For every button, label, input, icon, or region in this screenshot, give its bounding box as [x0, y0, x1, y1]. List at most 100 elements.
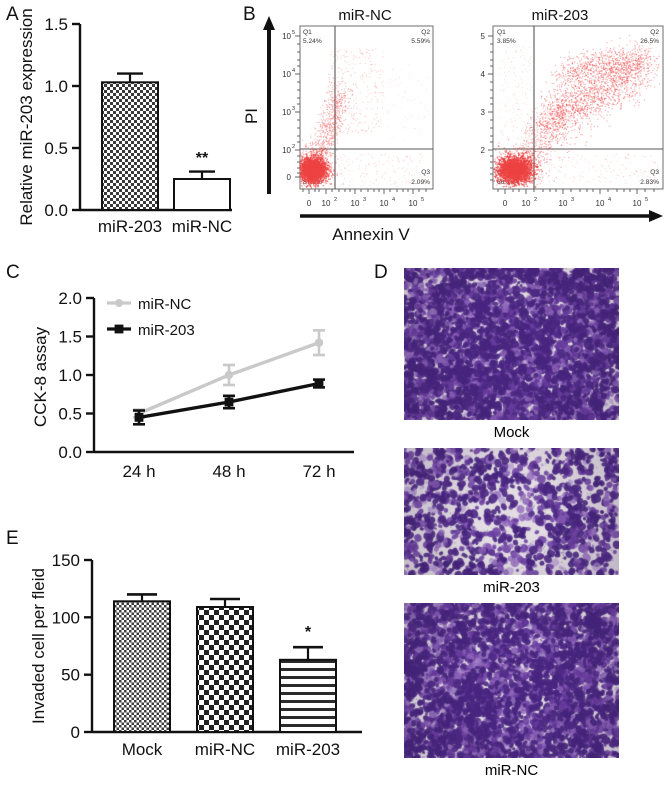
flow-plot-mirnc: 10 5 10 4 10 3 10 2 0 — [282, 25, 434, 208]
x-tick-exp: 2 — [334, 197, 337, 203]
flow2-x-tick-labels: 0 10 2 10 3 10 4 10 5 — [503, 197, 648, 208]
panel-letter-b: B — [243, 4, 256, 25]
flow2-y-tick-labels: 5 4 3 2 — [481, 32, 486, 155]
legend: miR-NC miR-203 — [107, 296, 195, 339]
x-tick-label: 10 — [633, 199, 642, 208]
x-tick-label: 10 — [559, 199, 568, 208]
micrograph-mock — [404, 268, 619, 420]
x-category-label: miR-203 — [276, 740, 340, 759]
y-tick-label: 0.0 — [58, 443, 82, 462]
quadrant-value-q2: 26.5% — [640, 38, 659, 45]
flow-plot-mir203: 5 4 3 2 0 — [481, 25, 664, 208]
x-tick-exp: 2 — [534, 197, 537, 203]
panel-e-svg: 0 50 100 150 * Mock miR-NC miR-203 Invad… — [29, 551, 362, 759]
y-tick-label: 1.0 — [58, 366, 82, 385]
panel-letter-c: C — [6, 262, 20, 283]
annexin-axis-arrow — [300, 210, 663, 222]
panel-letter-d: D — [374, 262, 388, 283]
x-category-label: 48 h — [212, 462, 245, 481]
y-tick-label: 0 — [71, 723, 80, 742]
flow1-y-tick-labels: 10 5 10 4 10 3 10 2 0 — [282, 30, 295, 182]
y-tick-label: 1.5 — [58, 328, 82, 347]
x-tick-label: 10 — [322, 199, 331, 208]
bar-mirnc — [196, 597, 254, 733]
panel-a-bar-chart: 0.0 0.5 1.0 1.5 ** miR-203 miR-NC Relati… — [14, 6, 240, 246]
pi-axis-arrow — [263, 16, 275, 194]
y-ticks: 0.0 0.5 1.0 1.5 — [44, 15, 80, 220]
y-tick-label: 2.0 — [58, 289, 82, 308]
y-tick-label: 4 — [481, 70, 486, 79]
bar-mir203 — [279, 645, 337, 733]
legend-label-mir203: miR-203 — [138, 322, 195, 339]
annexin-axis-label: Annexin V — [332, 225, 410, 244]
flow1-x-ticks — [302, 189, 427, 194]
x-category-label: miR-203 — [98, 217, 162, 236]
y-tick-label: 5 — [481, 32, 486, 41]
y-tick-label: 1.5 — [44, 15, 68, 34]
y-tick-label: 0 — [287, 173, 292, 182]
quadrant-value-q1: 5.24% — [303, 38, 322, 45]
y-axis-title: CCK-8 assay — [31, 326, 50, 427]
quadrant-id-q3: Q3 — [421, 169, 430, 176]
bar-mirnc — [173, 170, 231, 211]
y-tick-label: 10 — [282, 32, 291, 41]
x-category-label: 72 h — [302, 462, 335, 481]
y-tick-label: 10 — [282, 108, 291, 117]
y-tick-label: 150 — [52, 551, 80, 570]
pi-axis-label: PI — [242, 108, 261, 124]
significance-marker: ** — [196, 150, 209, 167]
panel-b-flow-cytometry: PI miR-NC — [242, 4, 669, 249]
y-tick-label: 50 — [61, 666, 80, 685]
y-tick-label: 2 — [481, 146, 486, 155]
quadrant-id-q1: Q1 — [303, 29, 312, 36]
x-tick-label: 10 — [522, 199, 531, 208]
quadrant-id-q1: Q1 — [497, 29, 506, 36]
x-tick-label: 10 — [380, 199, 389, 208]
micrograph-caption-mir203: miR-203 — [483, 579, 540, 596]
x-tick-exp: 5 — [645, 197, 648, 203]
panel-e-bar-chart: 0 50 100 150 * Mock miR-NC miR-203 Invad… — [14, 540, 369, 792]
panel-a-svg: 0.0 0.5 1.0 1.5 ** miR-203 miR-NC Relati… — [17, 8, 232, 236]
y-tick-label: 0.5 — [44, 139, 68, 158]
x-tick-label: 0 — [307, 199, 312, 208]
x-tick-label: 0 — [503, 199, 508, 208]
panel-c-line-chart: 0.0 0.5 1.0 1.5 2.0 — [14, 272, 364, 502]
y-tick-label: 1.0 — [44, 77, 68, 96]
quadrant-value-q1: 3.85% — [497, 38, 516, 45]
x-tick-exp: 3 — [363, 197, 366, 203]
flow1-x-tick-labels: 0 10 2 10 3 10 4 10 5 — [307, 197, 424, 208]
y-ticks: 0.0 0.5 1.0 1.5 2.0 — [58, 289, 94, 462]
y-tick-exp: 5 — [292, 30, 295, 36]
flow2-y-ticks — [488, 35, 493, 181]
y-tick-label: 10 — [282, 146, 291, 155]
series-mir203 — [133, 378, 325, 426]
x-tick-label: 10 — [409, 199, 418, 208]
y-axis-title: Invaded cell per fleid — [29, 568, 48, 724]
y-axis-title: Relative miR-203 expression — [17, 8, 36, 225]
quadrant-id-q3: Q3 — [650, 169, 659, 176]
y-tick-label: 100 — [52, 608, 80, 627]
x-category-label: miR-NC — [195, 740, 255, 759]
panel-c-svg: 0.0 0.5 1.0 1.5 2.0 — [31, 289, 354, 481]
quadrant-value-q4: 66.8% — [497, 179, 516, 186]
y-tick-label: 3 — [481, 108, 486, 117]
bar-mock — [113, 593, 171, 733]
y-tick-label: 0.5 — [58, 405, 82, 424]
micrograph-caption-mirnc: miR-NC — [484, 762, 539, 779]
panel-b-svg: PI miR-NC — [242, 7, 664, 244]
legend-label-mirnc: miR-NC — [138, 296, 191, 313]
y-tick-label: 10 — [282, 70, 291, 79]
panel-letter-e: E — [6, 528, 19, 549]
x-tick-exp: 3 — [571, 197, 574, 203]
panel-letter-a: A — [6, 4, 19, 25]
flow1-dot-cloud — [299, 48, 429, 189]
x-category-label: miR-NC — [172, 217, 232, 236]
quadrant-id-q2: Q2 — [650, 29, 659, 36]
flow2-dot-cloud — [493, 34, 661, 189]
x-tick-label: 10 — [596, 199, 605, 208]
micrograph-caption-mock: Mock — [493, 424, 530, 441]
y-tick-exp: 4 — [292, 68, 295, 74]
x-tick-exp: 5 — [421, 197, 424, 203]
y-tick-label: 0.0 — [44, 201, 68, 220]
y-tick-exp: 2 — [292, 144, 295, 150]
